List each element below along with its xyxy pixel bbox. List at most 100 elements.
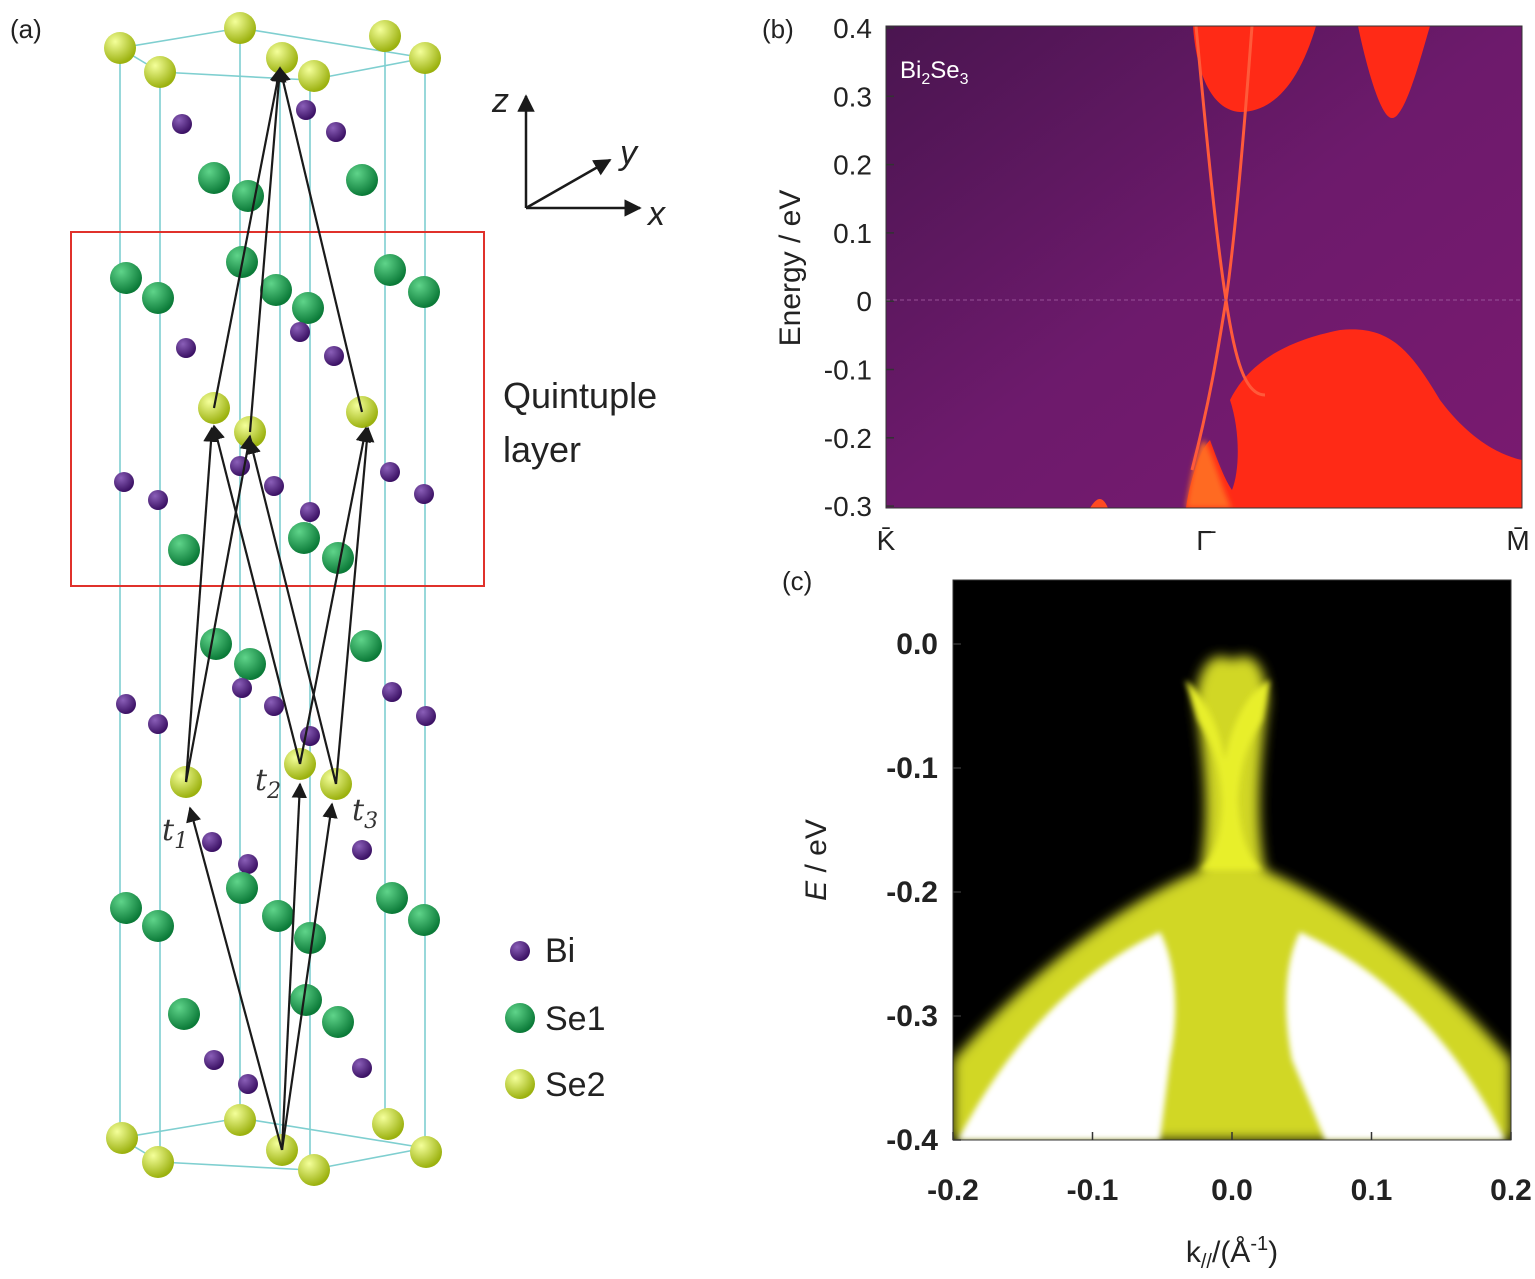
se1-atom — [234, 648, 266, 680]
se1-atom — [292, 292, 324, 324]
se1-atom — [322, 1006, 354, 1038]
surface-state-right — [1190, 26, 1254, 471]
legend-se1-swatch — [505, 1003, 535, 1033]
panel-a: (a) — [10, 12, 666, 1186]
se1-atom — [110, 892, 142, 924]
legend-se2-swatch — [505, 1069, 535, 1099]
quintuple-layer-box — [70, 231, 485, 587]
bulk-valence-band — [1186, 329, 1522, 508]
bi-atom — [114, 472, 134, 492]
bi-atom — [416, 706, 436, 726]
se1-atom — [198, 162, 230, 194]
hop-arrow — [298, 426, 371, 765]
t3-label: t3 — [352, 793, 378, 834]
se1-atom — [408, 904, 440, 936]
panel-c-yticks: 0.0 -0.1 -0.2 -0.3 -0.4 — [886, 628, 961, 1157]
hop-arrow — [280, 782, 308, 1151]
panel-c-ytick-label: -0.3 — [886, 1000, 938, 1033]
panel-b-ytick-label: -0.2 — [824, 423, 872, 454]
bi-atom — [352, 840, 372, 860]
panel-c-xlabel: k///(Å-1) — [1186, 1233, 1278, 1273]
bi-atom — [202, 832, 222, 852]
se1-atom — [200, 628, 232, 660]
panel-c-xtick-label: -0.2 — [927, 1174, 979, 1207]
bi-atom — [414, 484, 434, 504]
panel-b-ytick-label: -0.1 — [824, 355, 872, 386]
panel-b-letter: (b) — [762, 14, 794, 44]
arpes-map — [953, 580, 1511, 1140]
bi-atom — [264, 696, 284, 716]
y-axis-label: y — [618, 134, 639, 172]
bulk-saturated-left — [958, 932, 1176, 1140]
hop-arrow — [184, 426, 219, 783]
bi-atom — [238, 854, 258, 874]
panel-b-ytick-label: 0.3 — [833, 81, 872, 112]
x-axis-label: x — [646, 195, 666, 233]
bi-atom — [380, 462, 400, 482]
se1-atom — [374, 254, 406, 286]
bulk-saturated-right — [1286, 932, 1505, 1140]
bi-atom — [148, 714, 168, 734]
bi-atom — [300, 726, 320, 746]
hop-arrow — [209, 424, 302, 765]
se1-atom — [260, 274, 292, 306]
se2-atom — [298, 1154, 330, 1186]
bi-atom — [232, 678, 252, 698]
panel-c-xtick-label: -0.1 — [1067, 1174, 1119, 1207]
se1-atom — [408, 276, 440, 308]
se2-atom — [144, 56, 176, 88]
panel-b-ytick-label: -0.3 — [824, 491, 872, 522]
panel-c-ylabel: E / eV — [800, 819, 833, 901]
hop-arrow — [186, 806, 284, 1151]
se2-atom — [106, 1122, 138, 1154]
se2-atom — [224, 12, 256, 44]
se1-atom — [110, 262, 142, 294]
bi-atom — [300, 502, 320, 522]
panel-c: (c) 0.0 -0.1 -0.2 -0.3 -0.4 -0.2 -0.1 0.0 0.1 0.… — [782, 566, 1532, 1273]
legend-se1-label: Se1 — [545, 1000, 606, 1038]
unit-cell-frame — [117, 27, 426, 1171]
bi-atom — [382, 682, 402, 702]
se2-atom — [266, 42, 298, 74]
se2-atom — [369, 20, 401, 52]
bi-atom — [148, 490, 168, 510]
bi-atom — [116, 694, 136, 714]
se1-atom — [322, 542, 354, 574]
bulk-band-upper-right — [1358, 26, 1430, 118]
se1-atom — [262, 900, 294, 932]
panel-c-ytick-label: 0.0 — [896, 628, 938, 661]
bi-atom — [326, 122, 346, 142]
se2-atom — [142, 1146, 174, 1178]
hop-arrow — [334, 426, 375, 785]
hop-arrow — [212, 66, 285, 409]
se1-atom — [142, 282, 174, 314]
panel-b-xtick-label: Γ̄ — [1196, 525, 1215, 556]
panel-c-xticks: -0.2 -0.1 0.0 0.1 0.2 — [927, 1132, 1532, 1207]
panel-b-ytick-label: 0.4 — [833, 13, 872, 44]
material-label: Bi2Se3 — [900, 57, 969, 88]
panel-b-yticks: 0.4 0.3 0.2 0.1 0 -0.1 -0.2 -0.3 — [824, 13, 894, 522]
bi-atom — [296, 100, 316, 120]
z-axis-label: z — [491, 82, 509, 120]
bi-atom — [290, 322, 310, 342]
panel-c-ytick-label: -0.2 — [886, 876, 938, 909]
bi-atom — [172, 114, 192, 134]
hop-arrow — [245, 438, 338, 785]
legend-bi-swatch — [510, 941, 530, 961]
se2-atom — [410, 1136, 442, 1168]
bi-atom — [238, 1074, 258, 1094]
band-structure-map — [886, 26, 1522, 508]
se1-atom — [232, 180, 264, 212]
bi-atom — [324, 346, 344, 366]
panel-b-ytick-label: 0.1 — [833, 218, 872, 249]
se1-atom — [226, 872, 258, 904]
panel-b-xticks: K̄ Γ̄ M̄ — [877, 525, 1530, 556]
panel-b-ytick-label: 0.2 — [833, 150, 872, 181]
bi-atom — [352, 1058, 372, 1078]
panel-c-ytick-label: -0.1 — [886, 752, 938, 785]
panel-b: (b) Bi2Se3 0.4 0.3 0.2 0.1 0 -0.1 -0.2 -0.3 K̄ Γ… — [762, 13, 1530, 556]
legend-se2-label: Se2 — [545, 1066, 606, 1104]
bi-atom — [230, 456, 250, 476]
se1-atom — [168, 534, 200, 566]
panel-c-ytick-label: -0.4 — [886, 1124, 938, 1157]
